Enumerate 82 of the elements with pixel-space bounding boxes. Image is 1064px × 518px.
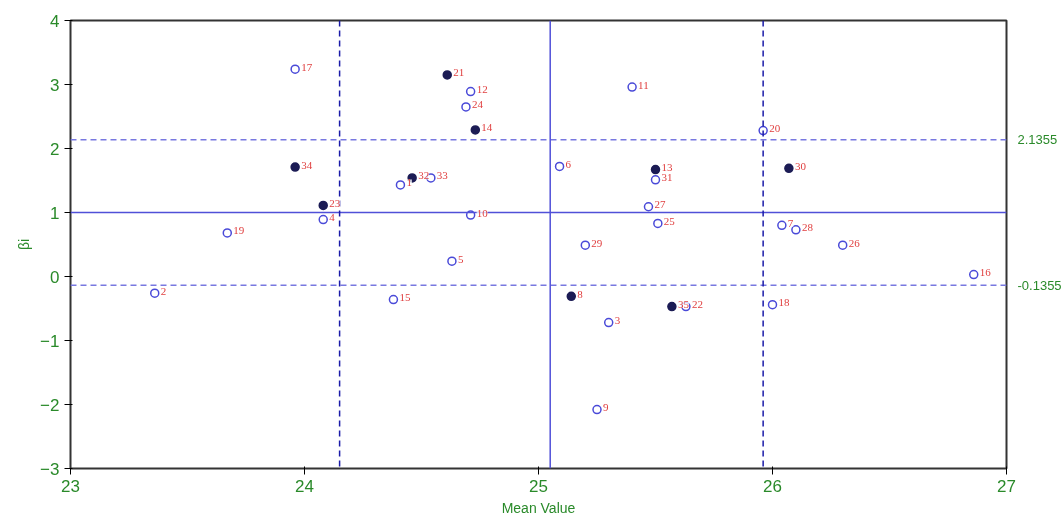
point xyxy=(149,288,160,298)
annotation: 23 xyxy=(329,196,341,209)
annotation: 10 xyxy=(476,206,489,219)
point xyxy=(767,299,778,310)
annotation: 2 xyxy=(160,284,167,297)
annotation: 21 xyxy=(453,66,465,79)
annotation: 9 xyxy=(603,401,609,414)
y-tick-label: −3 xyxy=(40,459,60,479)
annotation: 8 xyxy=(577,287,584,300)
annotation: 29 xyxy=(591,236,603,249)
x-tick-label: 25 xyxy=(529,476,548,496)
point xyxy=(461,102,471,112)
x-tick-label: 24 xyxy=(295,476,314,496)
point xyxy=(318,200,328,211)
point xyxy=(650,175,661,185)
point xyxy=(222,228,233,238)
annotation: 34 xyxy=(301,158,313,171)
x-axis-title: Mean Value xyxy=(501,499,576,516)
y-tick-label: 3 xyxy=(50,75,60,95)
annotation: 22 xyxy=(691,298,703,311)
point xyxy=(968,269,979,280)
annotation: 15 xyxy=(399,291,411,304)
annotation: 26 xyxy=(848,236,861,249)
annotation: 14 xyxy=(481,121,493,134)
y-tick-label: 0 xyxy=(50,267,60,287)
annotation: 17 xyxy=(301,60,313,73)
point xyxy=(318,214,328,225)
annotation: 35 xyxy=(677,298,690,311)
x-tick-label: 27 xyxy=(997,476,1016,496)
annotation: 32 xyxy=(418,169,430,182)
annotation: 1 xyxy=(406,176,412,189)
annotation: 20 xyxy=(769,122,781,135)
annotation: 24 xyxy=(471,98,484,111)
point xyxy=(653,218,663,229)
annotation: 28 xyxy=(801,221,814,234)
annotation: 13 xyxy=(661,161,673,174)
point xyxy=(554,161,565,172)
point xyxy=(290,64,300,74)
point xyxy=(395,180,406,190)
y-tick-label: −1 xyxy=(40,331,60,351)
annotation: 5 xyxy=(457,252,464,265)
x-tick-label: 23 xyxy=(61,476,80,496)
annotation: 7 xyxy=(787,216,794,229)
point xyxy=(777,220,787,231)
point xyxy=(627,82,637,92)
point xyxy=(784,163,794,174)
y-tick-label: 1 xyxy=(50,203,60,223)
annotation: 12 xyxy=(476,83,488,96)
y-tick-label: 2 xyxy=(50,139,60,159)
point xyxy=(470,125,481,135)
annotation: 19 xyxy=(233,224,245,237)
point xyxy=(447,256,457,266)
point xyxy=(837,240,848,250)
annotation: 11 xyxy=(638,78,649,91)
ref-line-label: -0.1355 xyxy=(1017,277,1062,293)
point xyxy=(290,162,300,172)
point xyxy=(580,240,591,250)
point xyxy=(592,404,602,415)
point xyxy=(650,164,661,175)
annotation: 16 xyxy=(979,266,992,279)
y-axis-title: βi xyxy=(16,238,33,251)
y-tick-label: −2 xyxy=(40,395,60,415)
annotation: 33 xyxy=(436,169,449,182)
annotation: 31 xyxy=(661,171,673,184)
point xyxy=(643,202,654,212)
annotation: 6 xyxy=(565,157,572,170)
annotation: 30 xyxy=(794,159,807,172)
annotation: 25 xyxy=(663,214,676,227)
annotation: 27 xyxy=(654,198,666,211)
point xyxy=(442,70,452,80)
annotation: 18 xyxy=(778,296,790,309)
point xyxy=(603,317,614,328)
point xyxy=(791,225,801,235)
point xyxy=(566,291,577,302)
annotation: 3 xyxy=(614,314,621,327)
point xyxy=(388,294,399,305)
y-tick-label: 4 xyxy=(50,11,60,31)
annotation: 4 xyxy=(329,211,336,224)
ref-line-label: 2.1355 xyxy=(1017,132,1058,148)
point xyxy=(465,86,476,97)
x-tick-label: 26 xyxy=(763,476,782,496)
point xyxy=(667,301,677,312)
